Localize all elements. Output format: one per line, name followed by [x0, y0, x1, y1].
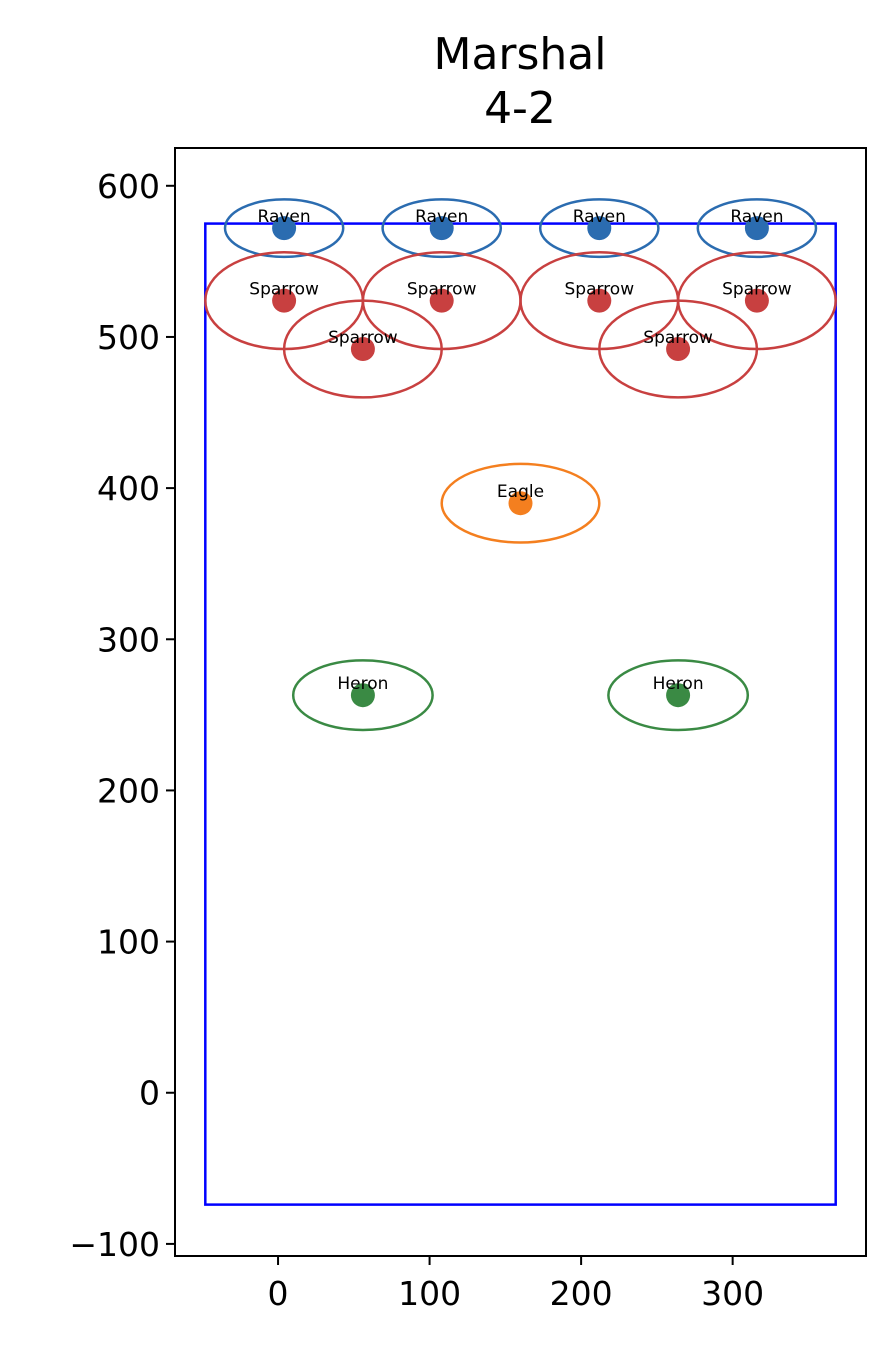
point-label: Sparrow	[407, 280, 477, 300]
point-sparrow	[272, 288, 297, 313]
point-label: Heron	[653, 674, 704, 694]
chart-title-line-1: Marshal	[433, 29, 606, 80]
point-label: Raven	[730, 207, 783, 227]
point-label: Sparrow	[564, 280, 634, 300]
y-tick-label: 300	[97, 620, 160, 659]
point-sparrow	[429, 288, 454, 313]
y-tick-label: 500	[97, 318, 160, 357]
zone-ellipse-heron	[607, 659, 750, 732]
point-heron	[666, 683, 691, 708]
zone-ellipse-heron	[291, 659, 434, 732]
point-label: Raven	[573, 207, 626, 227]
x-tick-label: 100	[398, 1274, 461, 1313]
point-eagle	[508, 491, 533, 516]
plot-area: Raven Raven Raven Raven Sparrow Sparrow Sparro…	[204, 198, 837, 1206]
point-heron	[350, 683, 375, 708]
point-label: Sparrow	[722, 280, 792, 300]
zone-ellipse-raven	[696, 198, 818, 259]
point-label: Heron	[337, 674, 388, 694]
point-sparrow	[666, 337, 691, 362]
point-label: Sparrow	[328, 328, 398, 348]
point-sparrow	[587, 288, 612, 313]
zone-ellipse-sparrow	[598, 299, 759, 399]
y-tick-label: 600	[97, 167, 160, 206]
point-raven	[272, 216, 297, 241]
point-sparrow	[350, 337, 375, 362]
field-boundary	[204, 222, 837, 1206]
x-tick-label: 0	[268, 1274, 289, 1313]
point-label: Sparrow	[249, 280, 319, 300]
point-label: Raven	[258, 207, 311, 227]
point-label: Eagle	[497, 482, 544, 502]
y-tick-label: 0	[139, 1074, 160, 1113]
zone-ellipse-raven	[381, 198, 503, 259]
point-raven	[429, 216, 454, 241]
axes-frame	[174, 147, 867, 1257]
point-raven	[587, 216, 612, 241]
y-tick-label: −100	[69, 1225, 160, 1264]
y-axis-ticks: −100 0 100 200 300 400 500 600	[69, 167, 175, 1264]
point-label: Sparrow	[643, 328, 713, 348]
x-tick-label: 200	[550, 1274, 613, 1313]
point-label: Raven	[415, 207, 468, 227]
zone-ellipse-raven	[538, 198, 660, 259]
zone-ellipse-raven	[223, 198, 345, 259]
zone-ellipse-sparrow	[282, 299, 443, 399]
x-tick-label: 300	[701, 1274, 764, 1313]
y-tick-label: 200	[97, 771, 160, 810]
y-tick-label: 400	[97, 469, 160, 508]
y-tick-label: 100	[97, 923, 160, 962]
zone-ellipse-eagle	[440, 462, 601, 544]
x-axis-ticks: 0 100 200 300	[268, 1256, 764, 1313]
point-raven	[744, 216, 769, 241]
point-sparrow	[744, 288, 769, 313]
chart-title-line-2: 4-2	[484, 83, 556, 134]
